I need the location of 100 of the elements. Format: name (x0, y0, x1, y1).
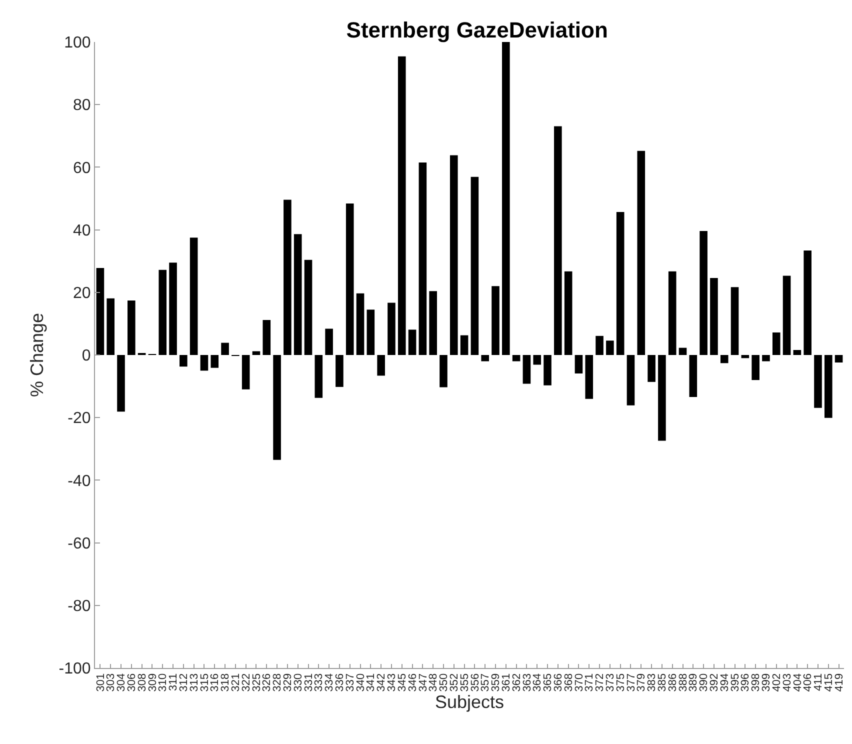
y-tick-label: -80 (68, 598, 91, 615)
bar (418, 162, 427, 355)
bar (440, 355, 448, 388)
x-tick-label: 304 (116, 673, 128, 692)
bar (626, 355, 635, 406)
bar (180, 355, 188, 367)
x-tick-label: 364 (532, 673, 544, 692)
x-tick-label: 311 (168, 673, 180, 691)
x-tick-label: 386 (666, 673, 679, 692)
bar (616, 212, 624, 355)
bar (200, 355, 208, 371)
bar (752, 355, 760, 380)
x-tick-label: 395 (729, 673, 742, 692)
x-tick-label: 316 (209, 673, 222, 692)
x-tick-label: 389 (688, 673, 700, 692)
bar (554, 126, 562, 355)
bar (346, 204, 354, 355)
x-tick-label: 342 (376, 673, 388, 692)
x-tick-label: 377 (625, 673, 638, 692)
x-tick-label: 340 (354, 673, 367, 692)
x-tick-label: 357 (480, 673, 492, 692)
x-tick-label: 301 (94, 673, 107, 692)
x-tick-label: 303 (105, 673, 118, 692)
y-tick-label: 20 (73, 285, 91, 302)
bar (242, 355, 250, 390)
x-tick-label: 336 (334, 673, 346, 692)
x-tick-label: 371 (584, 673, 596, 692)
x-tick-label: 368 (562, 673, 575, 692)
x-tick-label: 365 (542, 673, 554, 692)
bar (106, 298, 115, 355)
bar (544, 355, 552, 386)
x-tick-label: 372 (594, 673, 606, 692)
x-tick-label: 308 (136, 673, 148, 692)
x-axis-title: Subjects (434, 692, 504, 712)
x-tick-label: 337 (344, 673, 356, 692)
x-tick-label: 399 (760, 673, 773, 692)
x-tick-label: 370 (573, 673, 586, 692)
x-tick-label: 356 (469, 673, 482, 692)
y-tick-label: -60 (68, 535, 91, 552)
bar (117, 355, 125, 412)
x-tick-label: 312 (178, 673, 190, 692)
bar (689, 355, 698, 397)
x-tick-label: 359 (490, 673, 502, 692)
x-tick-label: 362 (510, 673, 523, 692)
x-tick-label: 392 (708, 673, 721, 692)
x-tick-label: 366 (552, 673, 564, 692)
x-tick-label: 306 (126, 673, 138, 692)
bar (210, 355, 219, 368)
bar (377, 355, 385, 376)
bar (221, 342, 229, 355)
y-tick-label: 0 (82, 348, 91, 365)
bar (658, 355, 666, 441)
bar (700, 231, 708, 355)
x-tick-label: 333 (313, 673, 326, 692)
bar (262, 320, 271, 355)
bar (782, 276, 791, 355)
bar (492, 286, 500, 355)
bar (470, 176, 479, 355)
bar (533, 355, 542, 365)
x-tick-label: 321 (230, 673, 242, 692)
x-tick-label: 379 (636, 673, 648, 692)
bar (336, 355, 344, 387)
x-tick-label: 355 (458, 673, 471, 692)
bar (398, 56, 406, 355)
bar (814, 355, 822, 408)
bar (294, 234, 302, 355)
x-tick-label: 361 (500, 673, 512, 692)
bar (304, 260, 312, 355)
x-tick-label: 350 (438, 673, 450, 692)
bar (325, 328, 333, 355)
bar (730, 287, 739, 355)
bar (460, 335, 468, 355)
bar (388, 302, 396, 355)
chart-title: Sternberg GazeDeviation (346, 18, 608, 43)
bar (741, 355, 750, 358)
bar (481, 355, 490, 362)
bar (710, 278, 718, 355)
x-tick-label: 394 (718, 673, 731, 692)
x-tick-label: 404 (792, 673, 804, 692)
x-tick-label: 309 (146, 673, 159, 692)
x-tick-label: 375 (614, 673, 627, 692)
x-tick-label: 341 (365, 673, 378, 692)
bar (606, 340, 614, 355)
x-tick-label: 398 (750, 673, 762, 692)
x-tick-label: 347 (417, 673, 430, 692)
y-tick-label: 100 (64, 34, 91, 52)
x-tick-label: 343 (386, 673, 398, 692)
bar (408, 330, 416, 355)
y-tick-label: -40 (68, 472, 91, 490)
x-tick-label: 310 (157, 673, 170, 692)
x-tick-label: 330 (292, 673, 304, 692)
x-tick-label: 331 (302, 673, 315, 692)
x-tick-label: 313 (188, 673, 200, 692)
bar (366, 310, 375, 355)
y-tick-label: 40 (73, 222, 91, 240)
x-tick-label: 318 (220, 673, 232, 692)
x-tick-label: 373 (604, 673, 617, 692)
x-tick-label: 334 (324, 673, 336, 692)
bar (762, 355, 770, 362)
bar (273, 355, 281, 460)
